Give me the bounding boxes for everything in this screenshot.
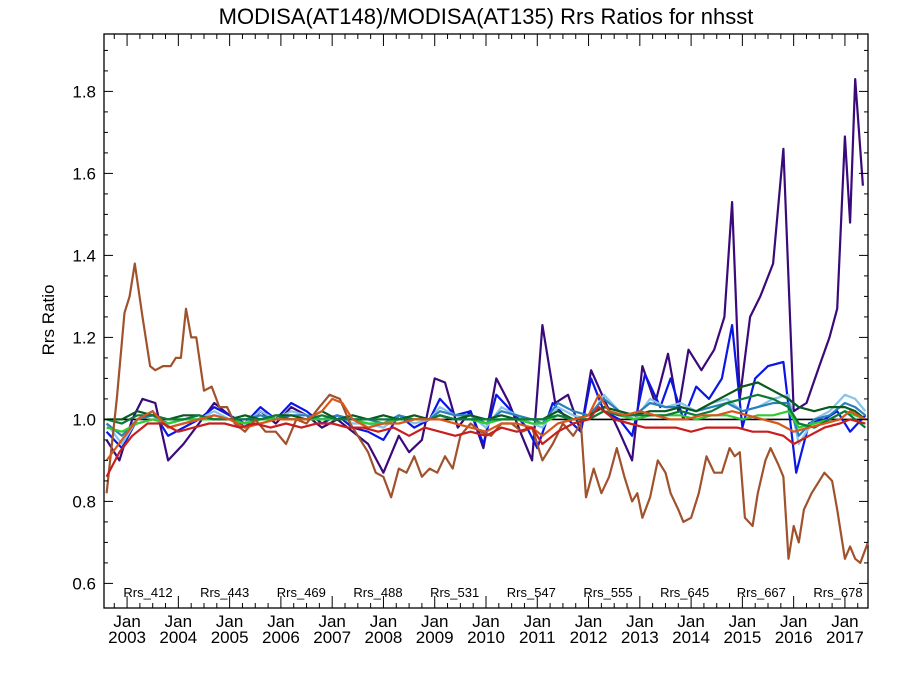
series-line-rrs-667 xyxy=(105,393,866,462)
x-tick-label-year: 2009 xyxy=(416,628,454,647)
legend-entry-rrs-469: Rrs_469 xyxy=(277,585,326,600)
legend-entry-rrs-667: Rrs_667 xyxy=(737,585,786,600)
x-tick-label-year: 2004 xyxy=(159,628,197,647)
legend: Rrs_412 Rrs_443 Rrs_469 Rrs_488 Rrs_531 Rrs_5… xyxy=(123,585,862,600)
x-tick-label-year: 2006 xyxy=(262,628,300,647)
series-line-rrs-678 xyxy=(105,406,866,478)
x-tick-label-year: 2014 xyxy=(672,628,710,647)
chart-title: MODISA(AT148)/MODISA(AT135) Rrs Ratios f… xyxy=(219,4,754,29)
x-tick-label-year: 2008 xyxy=(365,628,403,647)
y-tick-label: 1.8 xyxy=(72,82,96,101)
x-tick-label-month: Jan xyxy=(472,612,499,631)
y-axis-label: Rrs Ratio xyxy=(39,285,58,356)
legend-entry-rrs-443: Rrs_443 xyxy=(200,585,249,600)
x-tick-label-month: Jan xyxy=(524,612,551,631)
y-tick-label: 1.2 xyxy=(72,328,96,347)
y-tick-label: 1.0 xyxy=(72,410,96,429)
y-tick-label: 0.8 xyxy=(72,492,96,511)
x-tick-label-month: Jan xyxy=(677,612,704,631)
x-tick-label-year: 2007 xyxy=(313,628,351,647)
y-tick-label: 1.4 xyxy=(72,246,96,265)
y-tick-label: 0.6 xyxy=(72,574,96,593)
legend-entry-rrs-555: Rrs_555 xyxy=(583,585,632,600)
x-tick-label-month: Jan xyxy=(370,612,397,631)
legend-entry-rrs-678: Rrs_678 xyxy=(813,585,862,600)
x-tick-label-month: Jan xyxy=(113,612,140,631)
series-line-rrs-531 xyxy=(106,410,866,433)
x-tick-label-month: Jan xyxy=(421,612,448,631)
x-tick-label-month: Jan xyxy=(318,612,345,631)
x-tick-label-month: Jan xyxy=(165,612,192,631)
x-tick-label-month: Jan xyxy=(216,612,243,631)
series-line-rrs-547 xyxy=(106,381,867,421)
x-tick-label-month: Jan xyxy=(729,612,756,631)
x-tick-label-year: 2017 xyxy=(826,628,864,647)
x-tick-label-year: 2016 xyxy=(775,628,813,647)
x-tick-label-year: 2013 xyxy=(621,628,659,647)
legend-entry-rrs-547: Rrs_547 xyxy=(507,585,556,600)
x-tick-label-year: 2012 xyxy=(570,628,608,647)
series-line-rrs-443 xyxy=(105,324,867,474)
legend-entry-rrs-412: Rrs_412 xyxy=(123,585,172,600)
x-tick-label-month: Jan xyxy=(626,612,653,631)
x-tick-label-month: Jan xyxy=(267,612,294,631)
legend-entry-rrs-645: Rrs_645 xyxy=(660,585,709,600)
legend-entry-rrs-531: Rrs_531 xyxy=(430,585,479,600)
legend-entry-rrs-488: Rrs_488 xyxy=(353,585,402,600)
x-tick-label-month: Jan xyxy=(831,612,858,631)
series-line-rrs-645 xyxy=(105,262,870,564)
x-tick-label-month: Jan xyxy=(780,612,807,631)
y-tick-label: 1.6 xyxy=(72,164,96,183)
x-tick-label-year: 2005 xyxy=(211,628,249,647)
x-tick-label-year: 2003 xyxy=(108,628,146,647)
series-line-rrs-555 xyxy=(106,393,867,429)
x-tick-label-month: Jan xyxy=(575,612,602,631)
x-tick-label-year: 2011 xyxy=(519,628,556,647)
x-tick-label-year: 2010 xyxy=(467,628,505,647)
x-tick-label-year: 2015 xyxy=(723,628,761,647)
